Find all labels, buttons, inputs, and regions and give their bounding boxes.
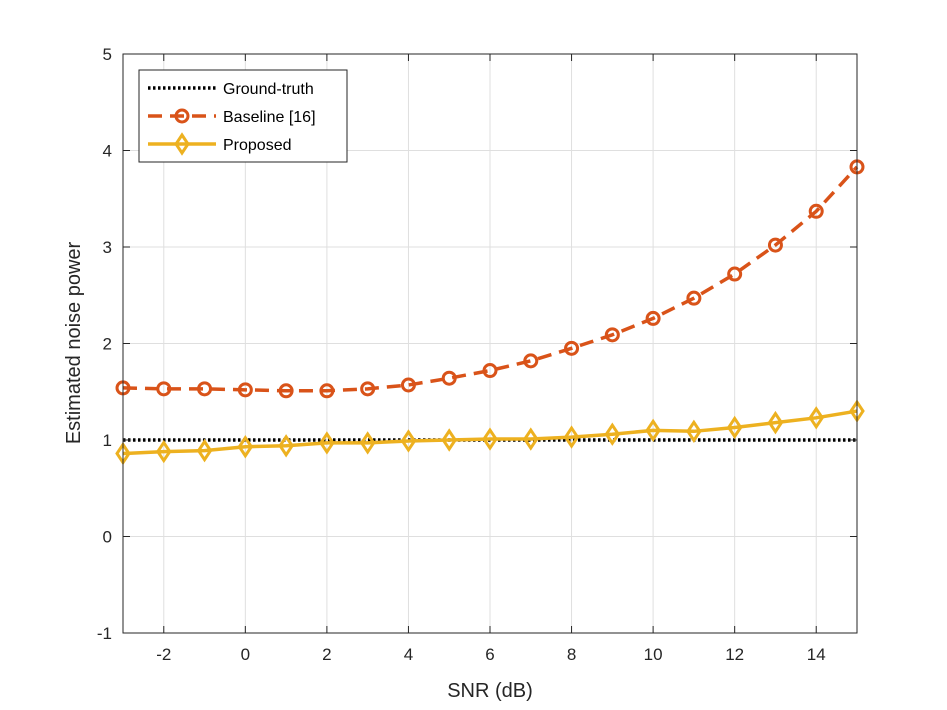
data-point <box>808 203 824 219</box>
data-point <box>645 418 661 443</box>
legend-marker <box>174 108 190 124</box>
x-tick-label: 8 <box>567 645 576 664</box>
data-point <box>604 422 621 446</box>
data-point <box>197 381 213 397</box>
data-point <box>482 363 498 379</box>
data-point <box>482 427 498 451</box>
legend: Ground-truth Baseline [16] Proposed <box>138 69 348 163</box>
data-point <box>564 340 580 356</box>
data-point <box>155 439 172 464</box>
legend-entry: Ground-truth <box>148 81 314 98</box>
x-tick-label: 4 <box>404 645 413 664</box>
data-point <box>400 429 417 453</box>
data-point <box>359 431 376 455</box>
y-tick-label: 1 <box>103 431 112 450</box>
data-point <box>278 383 294 399</box>
data-point <box>767 410 784 435</box>
y-axis-label: Estimated noise power <box>63 242 85 445</box>
y-tick-label: 0 <box>103 528 112 547</box>
y-tick-label: 3 <box>103 238 112 257</box>
legend-entry: Proposed <box>148 132 292 156</box>
data-point <box>360 381 376 397</box>
y-tick-label: 2 <box>103 335 112 354</box>
x-axis-label: SNR (dB) <box>447 680 533 702</box>
data-point <box>604 327 620 343</box>
data-point <box>441 370 457 386</box>
data-point <box>319 383 335 399</box>
legend-label: Proposed <box>223 137 292 154</box>
data-point <box>523 353 539 369</box>
legend-label: Ground-truth <box>223 81 314 98</box>
x-tick-label: 14 <box>807 645 826 664</box>
x-tick-label: 2 <box>322 645 331 664</box>
data-point <box>686 419 702 444</box>
data-point <box>237 382 253 398</box>
y-tick-label: 5 <box>103 45 112 64</box>
data-point <box>156 381 172 397</box>
data-point <box>645 310 661 326</box>
data-point <box>278 434 294 458</box>
data-point <box>727 266 743 282</box>
x-tick-label: 6 <box>485 645 494 664</box>
legend-marker <box>174 132 190 156</box>
data-point <box>400 377 416 393</box>
y-tick-label: -1 <box>97 624 112 643</box>
y-tick-label: 4 <box>103 142 112 161</box>
legend-label: Baseline [16] <box>223 109 316 126</box>
data-point <box>237 435 254 459</box>
x-tick-label: 10 <box>644 645 663 664</box>
data-point <box>808 406 825 430</box>
data-point <box>319 431 335 455</box>
data-point <box>563 425 580 449</box>
data-point <box>441 428 458 452</box>
data-point <box>686 290 702 306</box>
data-point <box>767 237 783 253</box>
series-layer <box>115 159 865 466</box>
x-tick-label: 12 <box>725 645 744 664</box>
series-line <box>122 165 859 393</box>
data-point <box>196 438 213 463</box>
x-tick-label: -2 <box>156 645 171 664</box>
series-line <box>122 409 858 456</box>
data-point <box>522 427 539 451</box>
legend-entry: Baseline [16] <box>148 108 316 126</box>
data-point <box>726 415 743 440</box>
x-tick-label: 0 <box>241 645 250 664</box>
